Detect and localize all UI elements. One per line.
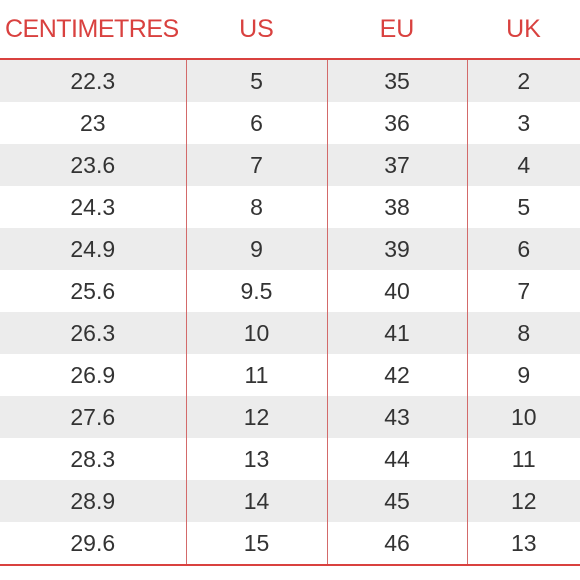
cell-us: 9	[185, 228, 327, 270]
cell-us: 13	[185, 438, 327, 480]
cell-eu: 40	[326, 270, 467, 312]
cell-eu: 43	[326, 396, 467, 438]
cell-us: 9.5	[185, 270, 327, 312]
cell-us: 5	[185, 59, 327, 102]
cell-centimetres: 28.3	[0, 438, 186, 480]
table-row: 24.9 9 39 6	[0, 228, 580, 270]
cell-centimetres: 24.9	[0, 228, 186, 270]
cell-uk: 6	[466, 228, 580, 270]
cell-uk: 11	[466, 438, 580, 480]
size-table: CENTIMETRES US EU UK 22.3 5 35 2 23 6 36…	[0, 0, 580, 566]
cell-uk: 13	[466, 522, 580, 566]
cell-centimetres: 28.9	[0, 480, 186, 522]
cell-us: 6	[185, 102, 327, 144]
header-eu: EU	[327, 0, 467, 60]
cell-eu: 41	[326, 312, 467, 354]
table-row: 29.6 15 46 13	[0, 522, 580, 566]
cell-centimetres: 23	[0, 102, 186, 144]
table-row: 25.6 9.5 40 7	[0, 270, 580, 312]
table-row: 27.6 12 43 10	[0, 396, 580, 438]
header-uk: UK	[467, 0, 580, 60]
cell-uk: 8	[466, 312, 580, 354]
cell-eu: 45	[326, 480, 467, 522]
cell-centimetres: 27.6	[0, 396, 186, 438]
cell-eu: 35	[326, 59, 467, 102]
cell-us: 12	[185, 396, 327, 438]
cell-eu: 37	[326, 144, 467, 186]
cell-uk: 3	[466, 102, 580, 144]
cell-centimetres: 24.3	[0, 186, 186, 228]
cell-uk: 5	[466, 186, 580, 228]
header-centimetres: CENTIMETRES	[0, 0, 186, 60]
table-row: 24.3 8 38 5	[0, 186, 580, 228]
table-header: CENTIMETRES US EU UK	[0, 0, 580, 60]
cell-uk: 2	[466, 59, 580, 102]
cell-eu: 38	[326, 186, 467, 228]
cell-eu: 44	[326, 438, 467, 480]
table-row: 23 6 36 3	[0, 102, 580, 144]
cell-uk: 10	[466, 396, 580, 438]
cell-centimetres: 26.3	[0, 312, 186, 354]
cell-centimetres: 23.6	[0, 144, 186, 186]
cell-eu: 42	[326, 354, 467, 396]
table-row: 23.6 7 37 4	[0, 144, 580, 186]
cell-us: 8	[185, 186, 327, 228]
table-row: 28.3 13 44 11	[0, 438, 580, 480]
table-row: 28.9 14 45 12	[0, 480, 580, 522]
table-row: 26.9 11 42 9	[0, 354, 580, 396]
cell-uk: 4	[466, 144, 580, 186]
header-row: CENTIMETRES US EU UK	[0, 0, 580, 60]
cell-uk: 12	[466, 480, 580, 522]
cell-us: 11	[185, 354, 327, 396]
cell-uk: 9	[466, 354, 580, 396]
cell-centimetres: 25.6	[0, 270, 186, 312]
cell-centimetres: 22.3	[0, 59, 186, 102]
cell-us: 14	[185, 480, 327, 522]
cell-eu: 36	[326, 102, 467, 144]
table-body: 22.3 5 35 2 23 6 36 3 23.6 7 37 4 24.3 8…	[0, 59, 580, 566]
cell-eu: 39	[326, 228, 467, 270]
cell-us: 7	[185, 144, 327, 186]
cell-centimetres: 26.9	[0, 354, 186, 396]
cell-centimetres: 29.6	[0, 522, 186, 566]
cell-us: 15	[185, 522, 327, 566]
cell-us: 10	[185, 312, 327, 354]
cell-uk: 7	[466, 270, 580, 312]
cell-eu: 46	[326, 522, 467, 566]
table-row: 26.3 10 41 8	[0, 312, 580, 354]
table-row: 22.3 5 35 2	[0, 59, 580, 102]
header-us: US	[186, 0, 327, 60]
